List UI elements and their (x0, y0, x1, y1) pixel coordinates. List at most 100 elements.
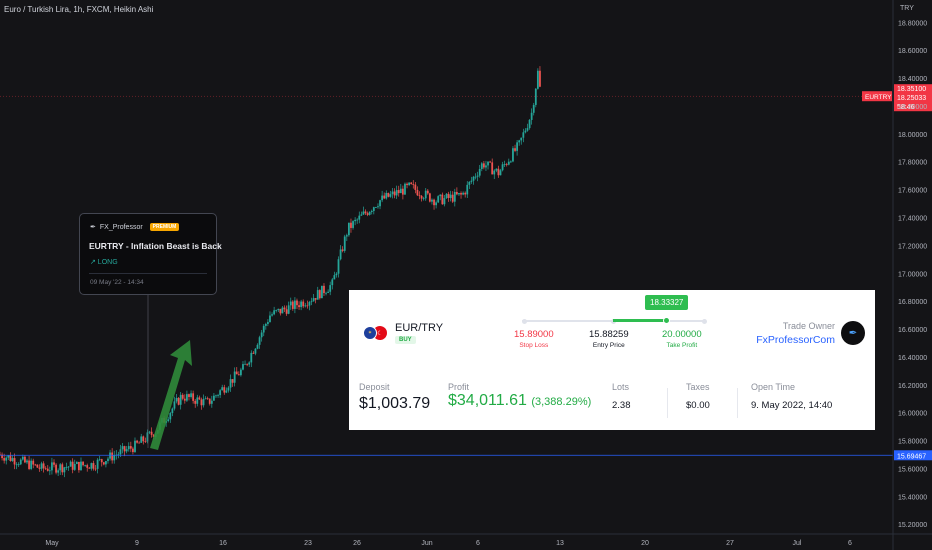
y-tick-label: 17.80000 (898, 160, 927, 167)
x-tick-label: 9 (135, 540, 139, 547)
y-tick-label: 18.80000 (898, 20, 927, 27)
candle-body (383, 195, 386, 199)
trade-pair: EUR/TRY (395, 322, 444, 334)
trade-summary-card: ✶ ☾ EUR/TRY BUY 18.33327 15.89000 Stop L… (349, 290, 875, 430)
candle-body (414, 184, 417, 190)
candle-body (291, 301, 294, 309)
candle-body (125, 449, 128, 452)
trade-owner-name[interactable]: FxProfessorCom (756, 334, 835, 346)
post-author-row[interactable]: ✒ FX_Professor PREMIUM (90, 223, 180, 231)
y-tick-label: 16.00000 (898, 411, 927, 418)
candle-body (92, 463, 95, 469)
candle-body (464, 192, 467, 195)
candle-body (179, 394, 182, 405)
stat-divider (667, 388, 668, 418)
post-title[interactable]: EURTRY - Inflation Beast is Back (89, 241, 222, 251)
x-tick-label: 6 (848, 540, 852, 547)
candle-body (260, 332, 263, 338)
candle-body (142, 436, 145, 442)
candle-body (117, 454, 120, 456)
y-tick-label: 18.00000 (898, 132, 927, 139)
candle-body (445, 193, 448, 199)
candle-body (329, 285, 332, 292)
candle-body (140, 436, 143, 443)
lots-stat: Lots 2.38 (612, 382, 631, 411)
candle-body (129, 446, 132, 449)
candle-body (210, 400, 213, 404)
candle-body (121, 446, 124, 450)
candle-body (283, 307, 286, 310)
candle-body (300, 301, 303, 308)
candle-body (262, 325, 265, 333)
candle-body (24, 456, 26, 463)
candle-body (235, 371, 238, 375)
candle-body (61, 464, 64, 473)
y-tick-label: 16.60000 (898, 327, 927, 334)
candle-body (26, 460, 28, 463)
currency-pair-flags: ✶ ☾ (363, 326, 389, 340)
candle-body (229, 379, 232, 388)
candle-body (379, 200, 381, 207)
candle-body (1, 454, 3, 459)
candle-body (472, 176, 475, 181)
last-price-label: 18.35100 (897, 86, 926, 93)
candle-body (401, 188, 404, 195)
x-tick-label: 13 (556, 540, 564, 547)
candle-body (152, 434, 155, 437)
candle-body (354, 219, 357, 222)
post-author[interactable]: FX_Professor (99, 223, 143, 231)
candle-body (21, 456, 24, 460)
candle-body (296, 300, 298, 306)
take-profit-level: 20.00000 Take Profit (662, 329, 702, 349)
candle-body (426, 190, 429, 194)
candle-body (34, 464, 37, 466)
candle-body (337, 259, 340, 274)
candle-body (460, 193, 462, 195)
axis-currency-unit: TRY (900, 5, 914, 12)
candle-body (7, 455, 10, 458)
last-price-tag-bg (894, 84, 932, 112)
y-tick-label: 15.80000 (898, 439, 927, 446)
candle-body (397, 190, 400, 194)
candle-body (217, 395, 219, 396)
candle-body (360, 214, 363, 216)
candle-body (221, 387, 224, 391)
y-tick-label: 16.80000 (898, 299, 927, 306)
post-date: 09 May '22 - 14:34 (90, 279, 144, 286)
candle-body (364, 211, 367, 214)
candle-body (520, 137, 523, 141)
candle-body (146, 432, 149, 442)
candle-body (254, 348, 257, 354)
candle-body (385, 192, 388, 199)
profit-stat: Profit $34,011.61 (3,388.29%) (448, 382, 591, 410)
candle-body (491, 162, 494, 175)
candle-body (36, 464, 39, 468)
candle-body (381, 195, 384, 201)
candle-body (136, 440, 138, 443)
candle-body (393, 191, 396, 196)
candle-body (339, 249, 342, 260)
candle-body (5, 457, 8, 461)
candle-body (306, 305, 309, 307)
candle-body (248, 362, 251, 365)
candle-body (252, 352, 255, 354)
candle-body (485, 165, 487, 168)
candle-body (196, 397, 199, 404)
candle-body (374, 207, 377, 208)
taxes-stat: Taxes $0.00 (686, 382, 710, 411)
candle-body (428, 193, 431, 202)
candle-body (437, 196, 440, 203)
candle-body (370, 210, 373, 213)
candle-body (90, 463, 93, 469)
candle-body (341, 249, 344, 251)
candle-body (391, 191, 394, 195)
owner-avatar[interactable]: ✒ (841, 321, 865, 345)
candle-body (102, 462, 105, 465)
candle-body (287, 305, 290, 314)
x-tick-label: 20 (641, 540, 649, 547)
idea-post-card[interactable]: ✒ FX_Professor PREMIUM EURTRY - Inflatio… (79, 213, 222, 295)
candle-body (113, 455, 116, 461)
candle-body (177, 397, 180, 405)
range-start-dot (522, 318, 527, 324)
